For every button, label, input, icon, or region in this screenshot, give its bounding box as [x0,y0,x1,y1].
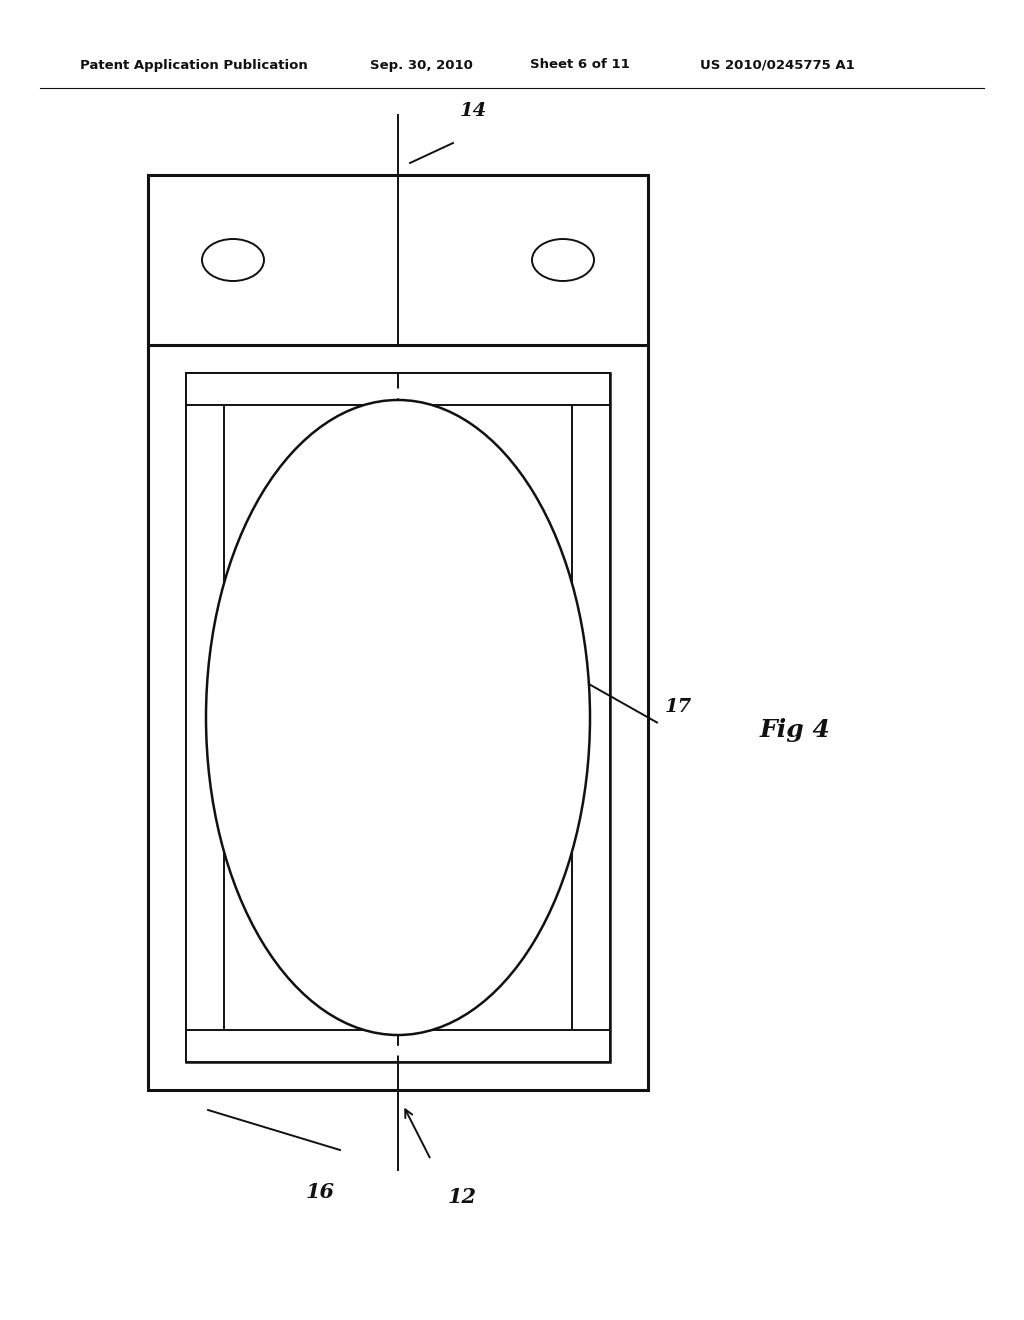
Ellipse shape [206,400,590,1035]
Text: Fig 4: Fig 4 [760,718,830,742]
Bar [572,374,610,1063]
Text: Patent Application Publication: Patent Application Publication [80,58,308,71]
Ellipse shape [202,239,264,281]
Bar [186,374,610,405]
Text: Sheet 6 of 11: Sheet 6 of 11 [530,58,630,71]
Text: 16: 16 [305,1181,335,1203]
Text: Sep. 30, 2010: Sep. 30, 2010 [370,58,473,71]
Ellipse shape [532,239,594,281]
Text: 12: 12 [449,1187,477,1206]
Text: US 2010/0245775 A1: US 2010/0245775 A1 [700,58,855,71]
Bar [186,1030,610,1063]
Text: 14: 14 [460,102,487,120]
Bar [148,176,648,1090]
Bar [186,374,610,1063]
Bar [186,374,224,1063]
Text: 17: 17 [665,698,692,717]
